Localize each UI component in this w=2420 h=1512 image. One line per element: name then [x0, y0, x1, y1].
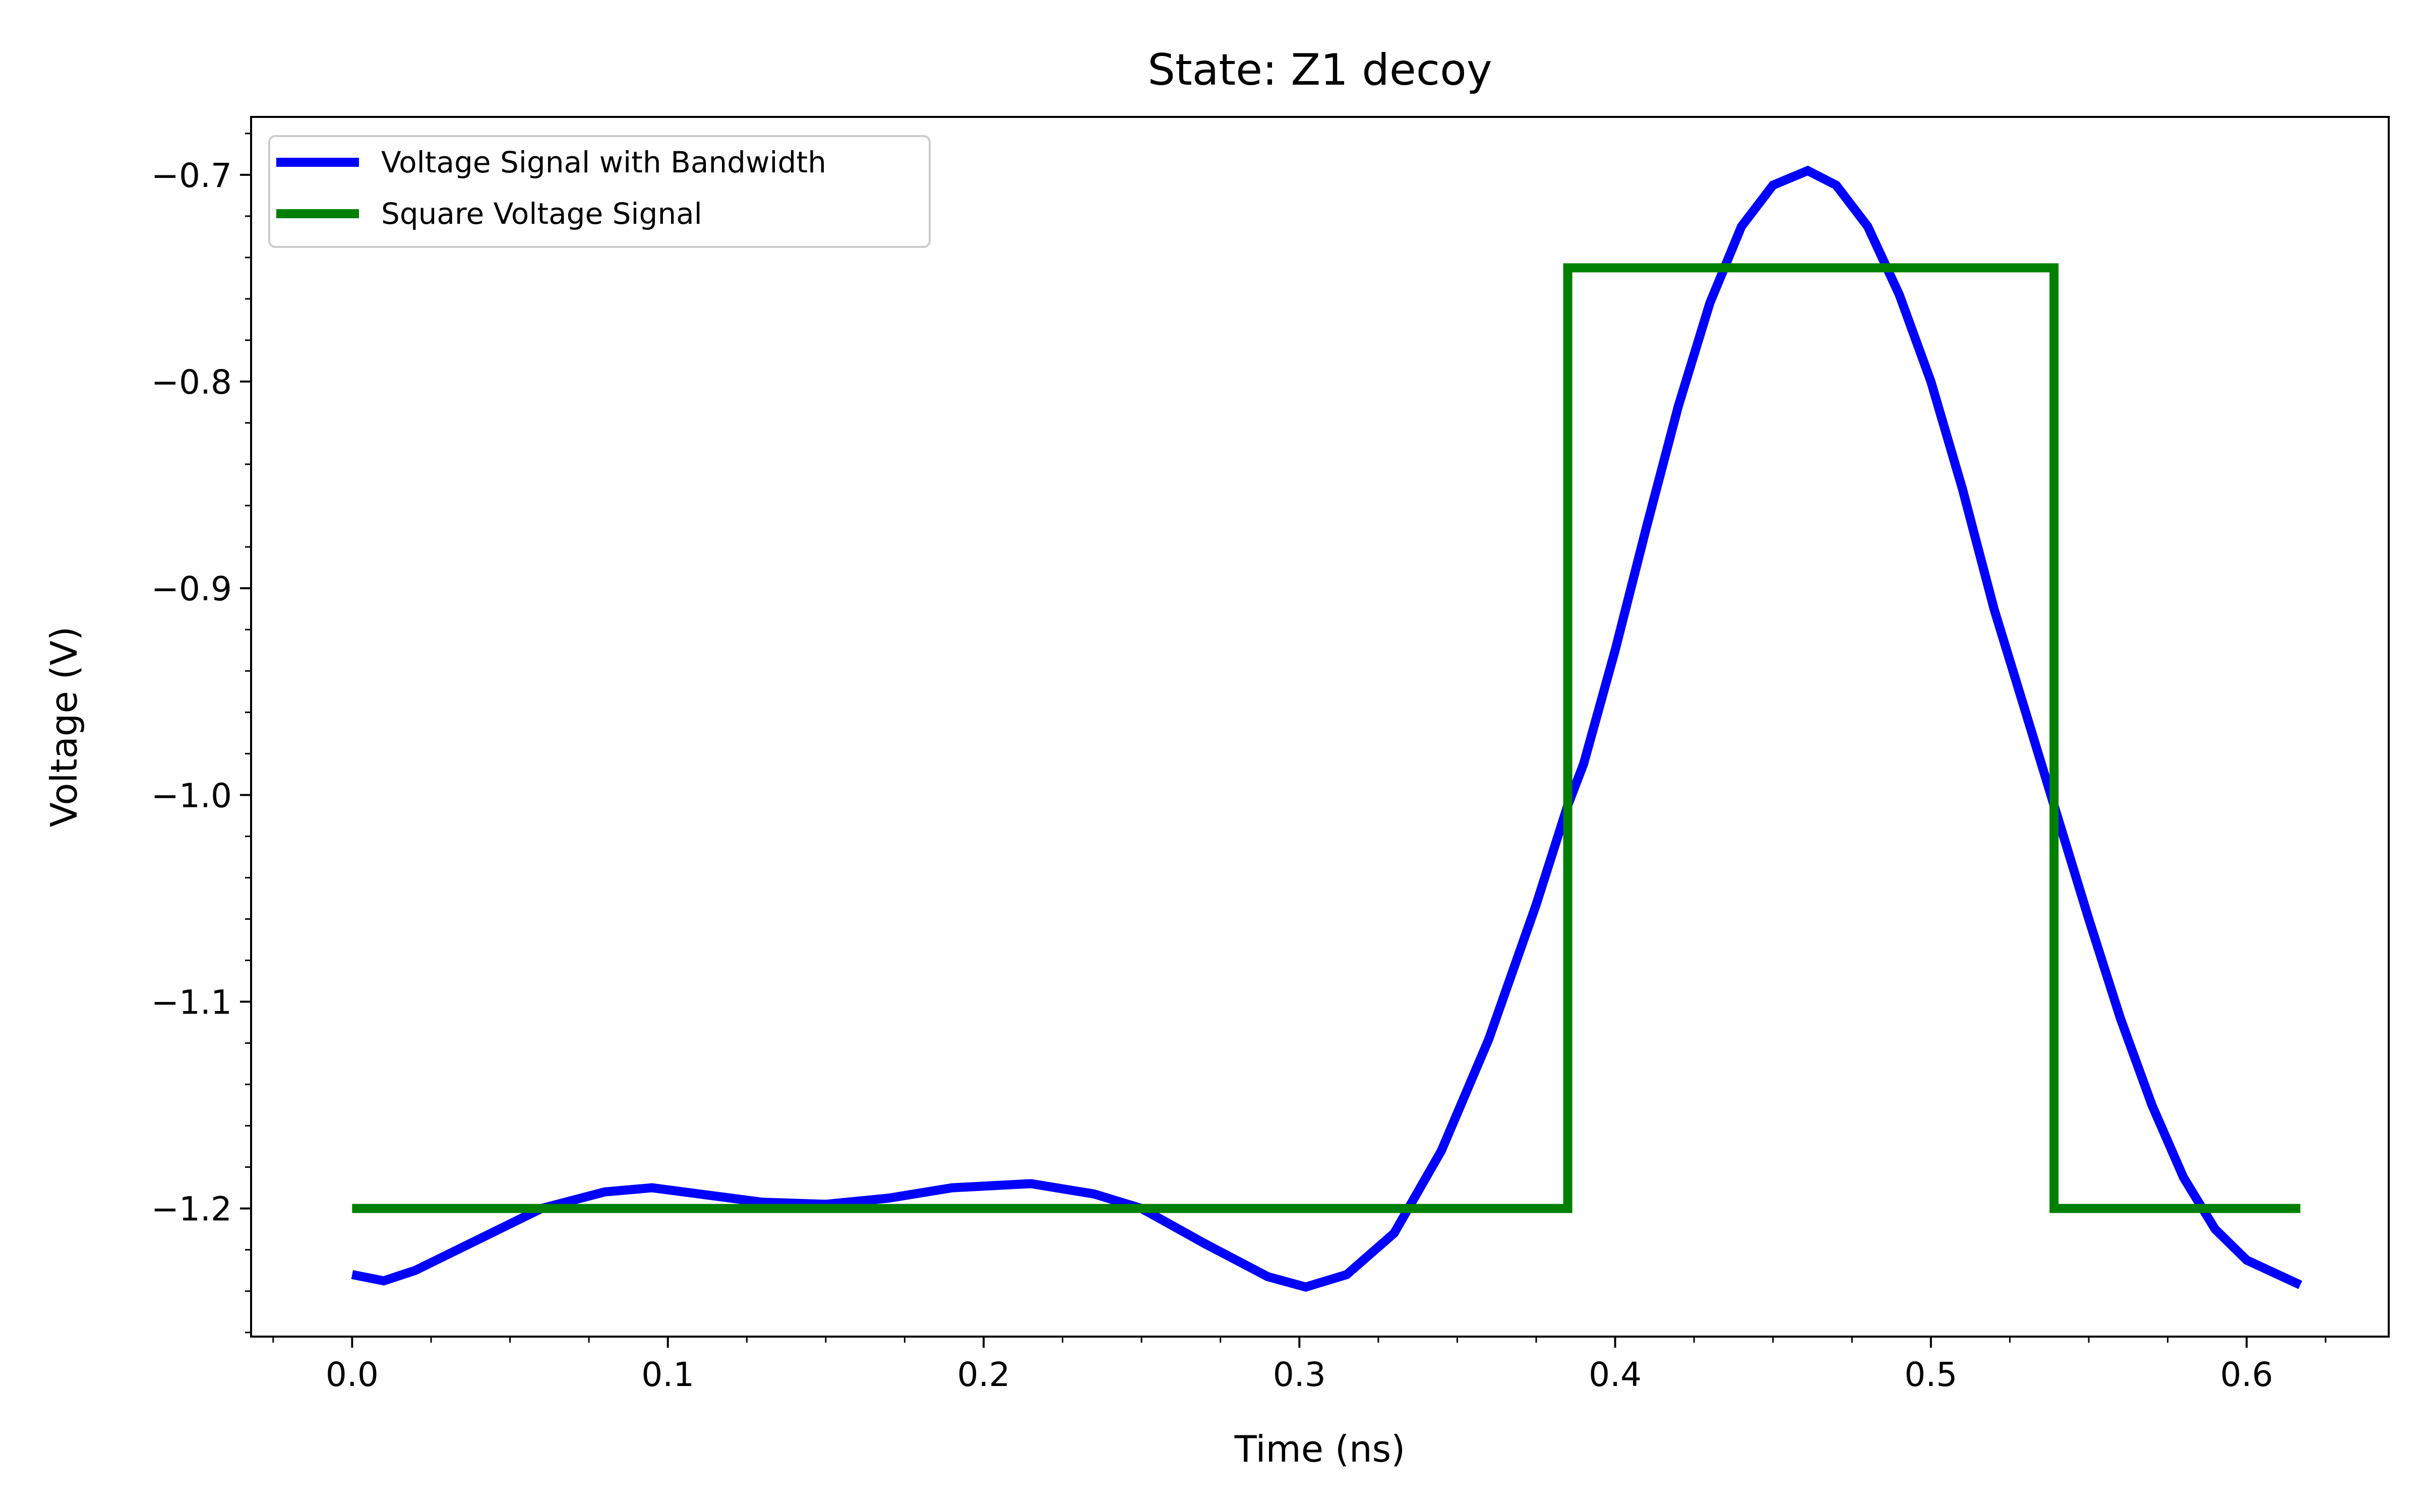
y-tick-label: −1.2: [151, 1190, 232, 1229]
y-tick-label: −0.8: [151, 363, 232, 402]
series-layer: [351, 165, 2303, 1292]
legend-label-square: Square Voltage Signal: [381, 197, 702, 231]
y-tick-label: −0.7: [151, 156, 232, 195]
legend-box: [268, 135, 931, 248]
y-axis: −0.7 −0.8 −0.9 −1.0 −1.1 −1.2: [151, 133, 251, 1334]
legend: Voltage Signal with Bandwidth Square Vol…: [268, 135, 931, 248]
x-axis: 0.0 0.1 0.2 0.3 0.4 0.5 0.6: [272, 1337, 2327, 1394]
x-tick-label: 0.4: [1589, 1355, 1642, 1394]
y-axis-label: Voltage (V): [43, 626, 85, 827]
plot-frame: [250, 116, 2390, 1338]
x-axis-label: Time (ns): [1234, 1428, 1405, 1470]
series-line-1: [352, 263, 2301, 1213]
y-tick-label: −1.1: [151, 983, 232, 1022]
x-tick-label: 0.0: [326, 1355, 379, 1394]
x-tick-label: 0.5: [1904, 1355, 1957, 1394]
x-tick-label: 0.1: [641, 1355, 694, 1394]
y-tick-label: −0.9: [151, 570, 232, 608]
x-tick-label: 0.3: [1273, 1355, 1326, 1394]
chart-title: State: Z1 decoy: [1147, 45, 1492, 95]
x-tick-label: 0.6: [2220, 1355, 2273, 1394]
legend-label-bandwidth: Voltage Signal with Bandwidth: [381, 145, 826, 179]
y-tick-label: −1.0: [151, 776, 232, 815]
series-line-0: [351, 165, 2303, 1292]
x-tick-label: 0.2: [957, 1355, 1010, 1394]
